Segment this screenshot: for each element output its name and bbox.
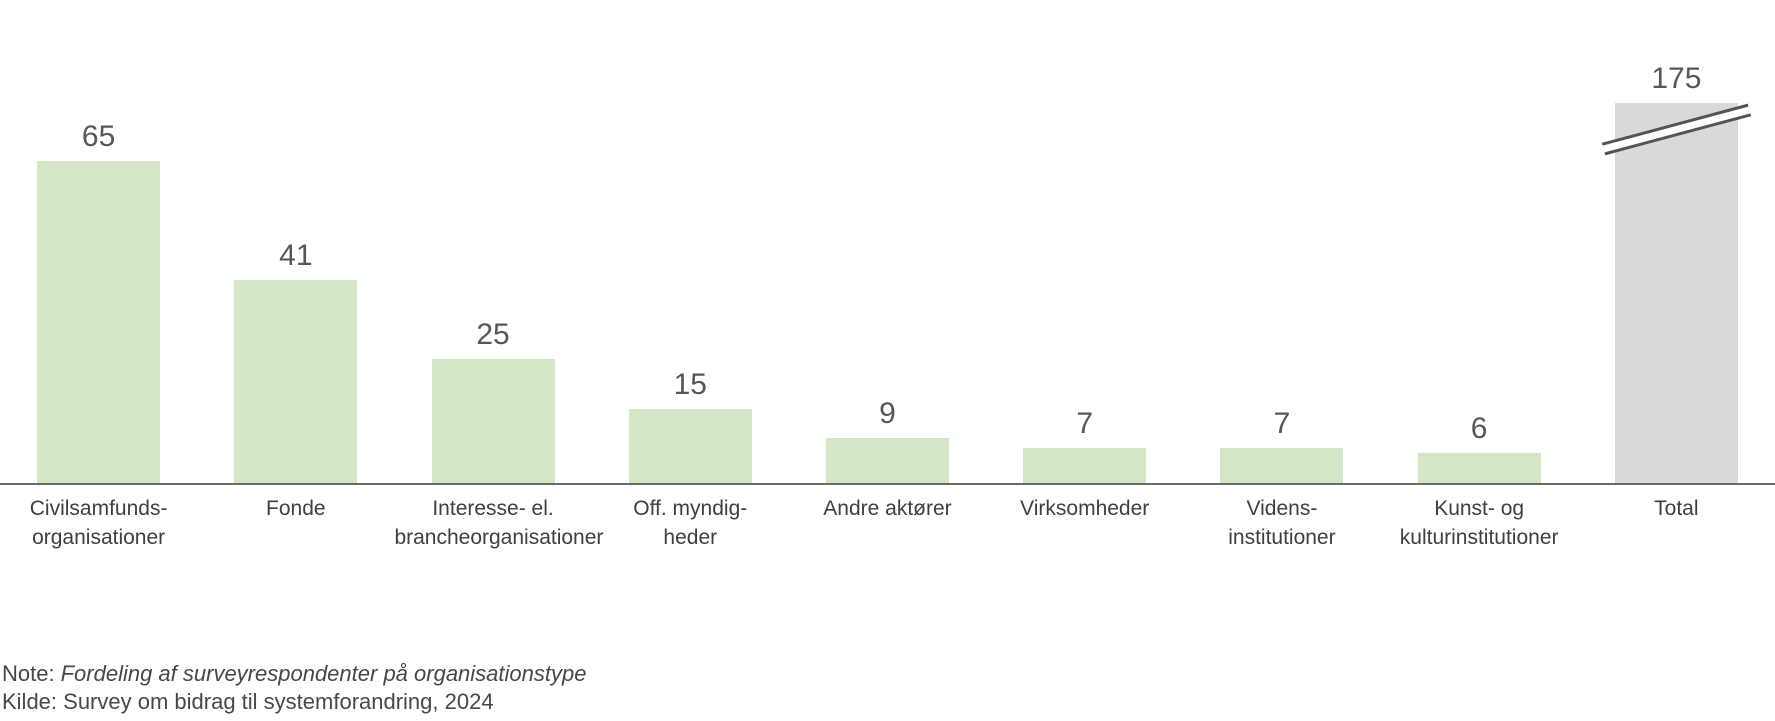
notes-block: Note: Fordeling af surveyrespondenter på … — [2, 660, 586, 716]
bar-value-label: 25 — [476, 318, 510, 351]
bar — [431, 359, 555, 483]
bar-column: 9 — [789, 398, 986, 483]
bar-column: 7 — [986, 408, 1183, 483]
chart-source: Kilde: Survey om bidrag til systemforand… — [2, 689, 494, 714]
bar-value-label: 65 — [81, 120, 116, 153]
chart-note: Note: Fordeling af surveyrespondenter på … — [2, 660, 586, 688]
bar-column: 41 — [197, 240, 394, 483]
bar-value-label: 7 — [1076, 407, 1094, 440]
category-label: Kunst- og kulturinstitutioner — [1399, 497, 1559, 549]
bar — [234, 280, 358, 483]
bar — [1417, 453, 1541, 483]
bar — [1601, 103, 1751, 483]
x-axis-line — [0, 483, 1775, 485]
bar-column: 25 — [394, 319, 591, 483]
category-label: Civilsamfunds-organisationer — [29, 497, 168, 549]
bar-column: 15 — [592, 369, 789, 483]
bar — [1023, 448, 1147, 483]
bar — [37, 161, 161, 483]
bar-value-label: 175 — [1651, 62, 1702, 95]
bar-value-label: 41 — [279, 239, 313, 272]
bar — [825, 438, 949, 483]
category-label: Virksomheder — [1020, 497, 1150, 520]
note-prefix: Note: — [2, 661, 55, 686]
bar — [628, 409, 752, 483]
bar-value-label: 15 — [673, 368, 707, 401]
category-label: Interesse- el. brancheorganisationer — [394, 497, 604, 549]
note-text: Fordeling af surveyrespondenter på organ… — [60, 661, 587, 686]
category-label: Total — [1654, 497, 1699, 520]
bar-value-label: 9 — [879, 397, 896, 430]
category-label: Off. myndig-heder — [633, 497, 748, 549]
bar-column: 65 — [0, 121, 197, 483]
bar-column: 175 — [1578, 63, 1775, 483]
bar-value-label: 7 — [1273, 407, 1291, 440]
category-label: Fonde — [266, 497, 326, 520]
axis-break-marks — [1601, 103, 1751, 156]
bar-column: 6 — [1381, 413, 1578, 483]
category-labels-row: Civilsamfunds-organisationer Fonde Inter… — [0, 485, 1775, 552]
category-label: Videns-institutioner — [1228, 497, 1336, 549]
bar-value-label: 6 — [1470, 412, 1488, 445]
bar-chart-plot-area: 65 41 25 15 9 7 7 6 175 — [0, 63, 1775, 483]
bar — [1220, 448, 1344, 483]
bar-column: 7 — [1183, 408, 1380, 483]
category-label: Andre aktører — [823, 497, 952, 520]
